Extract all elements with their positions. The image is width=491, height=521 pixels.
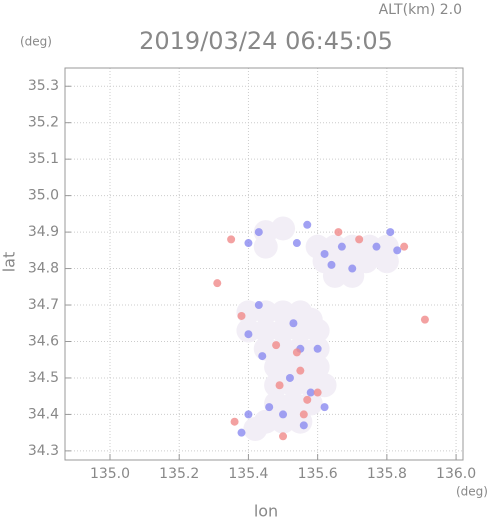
y-tick-label: 35.0	[28, 188, 59, 204]
echo-point	[372, 242, 381, 251]
echo-point	[337, 242, 346, 251]
echo-point	[237, 428, 246, 437]
echo-point	[244, 239, 253, 248]
echo-point	[320, 249, 329, 258]
echo-point	[243, 417, 268, 442]
y-tick-label: 34.4	[28, 406, 59, 422]
x-tick-label: 135.0	[90, 466, 130, 482]
echo-point	[299, 421, 308, 430]
altitude-label: ALT(km) 2.0	[379, 2, 462, 18]
echo-point	[254, 228, 263, 237]
echo-point	[305, 318, 330, 343]
y-tick-label: 34.9	[28, 224, 59, 240]
echo-point	[296, 366, 305, 375]
echo-point	[272, 341, 281, 350]
echo-point	[292, 348, 301, 357]
y-tick-label: 34.7	[28, 297, 59, 313]
echo-point	[340, 263, 365, 288]
echo-point	[400, 242, 409, 251]
echo-point	[275, 381, 284, 390]
echo-point	[213, 279, 222, 288]
echo-point	[271, 409, 296, 434]
echo-point	[244, 330, 253, 339]
x-tick-label: 135.8	[367, 466, 407, 482]
echo-point	[292, 239, 301, 248]
x-tick-label: 135.4	[228, 466, 268, 482]
echo-point	[306, 388, 315, 397]
echo-point	[320, 403, 329, 412]
y-tick-label: 35.2	[28, 115, 59, 131]
echo-point	[254, 301, 263, 310]
y-tick-label: 35.1	[28, 151, 59, 167]
echo-point	[313, 344, 322, 353]
echo-point	[327, 260, 336, 269]
x-unit: (deg)	[456, 485, 488, 499]
y-axis-label: lat	[0, 252, 19, 273]
x-tick-label: 135.6	[298, 466, 338, 482]
echo-point	[289, 319, 298, 328]
y-unit: (deg)	[20, 35, 52, 49]
echo-point	[265, 403, 274, 412]
x-axis-label: lon	[254, 502, 278, 521]
chart-title: 2019/03/24 06:45:05	[139, 27, 393, 55]
echo-point	[253, 318, 278, 343]
echo-point	[420, 315, 429, 324]
echo-point	[285, 373, 294, 382]
echo-point	[348, 264, 357, 273]
plot-frame	[64, 67, 464, 461]
y-tick-label: 34.3	[28, 443, 59, 459]
echo-point	[227, 235, 236, 244]
echo-point	[271, 318, 296, 343]
echo-point	[393, 246, 402, 255]
echo-point	[313, 388, 322, 397]
echo-point	[303, 395, 312, 404]
echo-point	[237, 311, 246, 320]
y-tick-label: 34.5	[28, 370, 59, 386]
echo-point	[299, 410, 308, 419]
echo-point	[230, 417, 239, 426]
echo-point	[355, 235, 364, 244]
echo-point	[271, 300, 296, 325]
x-tick-label: 136.0	[436, 466, 476, 482]
echo-point	[305, 355, 330, 380]
y-tick-label: 34.8	[28, 261, 59, 277]
echo-point	[271, 216, 296, 241]
echo-point	[244, 410, 253, 419]
echo-point	[279, 432, 288, 441]
y-tick-label: 35.3	[28, 78, 59, 94]
echo-point	[258, 352, 267, 361]
echo-point	[334, 228, 343, 237]
echo-point	[374, 249, 399, 274]
x-tick-label: 135.2	[159, 466, 199, 482]
echo-point	[277, 355, 302, 380]
echo-point	[322, 263, 347, 288]
echo-point	[281, 391, 306, 416]
echo-point	[279, 410, 288, 419]
echo-point	[386, 228, 395, 237]
y-tick-label: 34.6	[28, 333, 59, 349]
echo-point	[303, 220, 312, 229]
echo-point	[253, 234, 278, 259]
